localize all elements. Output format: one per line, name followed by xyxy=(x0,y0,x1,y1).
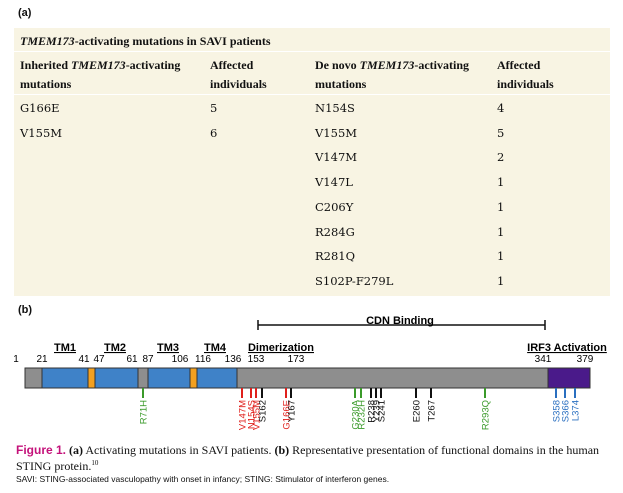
table-caption: TMEM173-activating mutations in SAVI pat… xyxy=(20,34,271,49)
mutation-label: R238 xyxy=(367,400,378,423)
reference: 10 xyxy=(91,459,99,467)
domain-block xyxy=(147,367,191,389)
mutation-label: S241 xyxy=(377,400,388,422)
table-cell: V155M xyxy=(20,125,63,140)
table: TMEM173-activating mutations in SAVI pat… xyxy=(14,28,610,296)
table-cell: C206Y xyxy=(315,199,354,214)
table-cell: R284G xyxy=(315,224,355,239)
table-cell: V155M xyxy=(315,125,358,140)
position-label: 21 xyxy=(36,354,48,365)
mutation-label: S366 xyxy=(561,400,572,422)
table-cell: 5 xyxy=(497,125,505,140)
position-label: 87 xyxy=(142,354,154,365)
header-text: -activating mutations xyxy=(315,58,470,91)
mutation-label: G166E xyxy=(282,400,293,430)
position-label: 379 xyxy=(577,354,594,365)
mutation-label: L374 xyxy=(571,400,582,421)
caption-text: -activating mutations in SAVI patients xyxy=(74,34,271,48)
panel-label: (b) xyxy=(18,304,33,316)
caption-b-text: Representative presentation of functiona… xyxy=(16,443,600,473)
position-label: 116 xyxy=(195,354,211,365)
table-cell: 4 xyxy=(497,101,505,115)
domain-label: Dimerization xyxy=(248,342,314,354)
domain-label: TM3 xyxy=(157,342,179,354)
caption-italic: TMEM173 xyxy=(20,34,75,48)
mutation-label: E260 xyxy=(412,400,423,422)
position-label: 106 xyxy=(172,354,189,365)
domain-label: IRF3 Activation xyxy=(527,342,607,354)
mutation-label: G230A xyxy=(351,399,362,429)
table-cell: 5 xyxy=(210,101,218,115)
position-label: 1 xyxy=(13,354,19,365)
rule xyxy=(14,94,610,95)
column-header: Affected individuals xyxy=(497,56,597,94)
table-cell: 1 xyxy=(497,175,505,190)
domain-label: CDN Binding xyxy=(366,315,434,327)
domain-label: TM4 xyxy=(204,342,227,354)
position-label: 41 xyxy=(78,354,90,365)
domain-block xyxy=(189,367,198,389)
mutation-label: S162 xyxy=(258,400,269,422)
position-label: 47 xyxy=(93,354,105,365)
mutation-label: R71H xyxy=(139,400,150,424)
domain-block xyxy=(94,367,139,389)
caption-a-text: Activating mutations in SAVI patients. xyxy=(83,443,275,457)
table-cell: 6 xyxy=(210,125,218,140)
figure-number: Figure 1. xyxy=(16,443,67,457)
mutation-label: Y167 xyxy=(287,400,298,422)
mutation-label: T267 xyxy=(427,400,438,422)
position-label: 136 xyxy=(225,354,242,365)
panel-label: (a) xyxy=(18,7,32,19)
table-cell: 1 xyxy=(497,273,505,288)
mutation-label: N154S xyxy=(247,400,258,429)
table-cell: S102P-F279L xyxy=(315,273,394,288)
header-italic: TMEM173 xyxy=(71,58,126,72)
column-header: Affected individuals xyxy=(210,56,310,94)
table-cell: R281Q xyxy=(315,249,356,264)
footnote: SAVI: STING-associated vasculopathy with… xyxy=(16,474,390,484)
domain-label: TM2 xyxy=(104,342,126,354)
mutation-label: R232H xyxy=(357,400,368,430)
figure-caption: Figure 1. (a) Activating mutations in SA… xyxy=(16,444,616,473)
table-cell: V147M xyxy=(315,150,358,165)
domain-diagram: CDN Binding TM1 TM2 TM3 TM4 Dimerization IRF3 … xyxy=(13,315,607,430)
domain-block xyxy=(87,367,96,389)
column-header: Inherited TMEM173-activating mutations xyxy=(20,56,195,94)
position-label: 153 xyxy=(248,354,265,365)
column-header: De novo TMEM173-activating mutations xyxy=(315,56,490,94)
domain-label: TM1 xyxy=(54,342,76,354)
mutation-label: Y239 xyxy=(372,400,383,422)
domain-block xyxy=(547,367,591,389)
header-text: -activating mutations xyxy=(20,58,181,91)
header-text: Affected individuals xyxy=(210,58,267,91)
mutation-label: R293Q xyxy=(481,400,492,430)
table-cell: 2 xyxy=(497,150,505,165)
header-text: Inherited xyxy=(20,58,71,72)
caption-b: (b) xyxy=(274,443,290,457)
domain-block xyxy=(41,367,89,389)
table-cell: G166E xyxy=(20,101,60,115)
table-cell: N154S xyxy=(315,101,355,115)
header-italic: TMEM173 xyxy=(359,58,415,72)
domain-block xyxy=(196,367,238,389)
caption-a: (a) xyxy=(69,443,84,457)
table-cell: 1 xyxy=(497,249,505,264)
header-text: De novo xyxy=(315,58,360,72)
header-text: Affected individuals xyxy=(497,58,554,91)
mutation-label: V155M xyxy=(252,400,263,430)
mutation-label: V147M xyxy=(238,400,249,430)
table-cell: 1 xyxy=(497,224,505,239)
position-label: 341 xyxy=(535,354,552,365)
table-cell: 1 xyxy=(497,199,505,214)
mutation-label: S358 xyxy=(552,400,563,422)
position-label: 173 xyxy=(288,354,305,365)
position-label: 61 xyxy=(126,354,138,365)
table-cell: V147L xyxy=(315,175,353,190)
rule xyxy=(14,51,610,52)
